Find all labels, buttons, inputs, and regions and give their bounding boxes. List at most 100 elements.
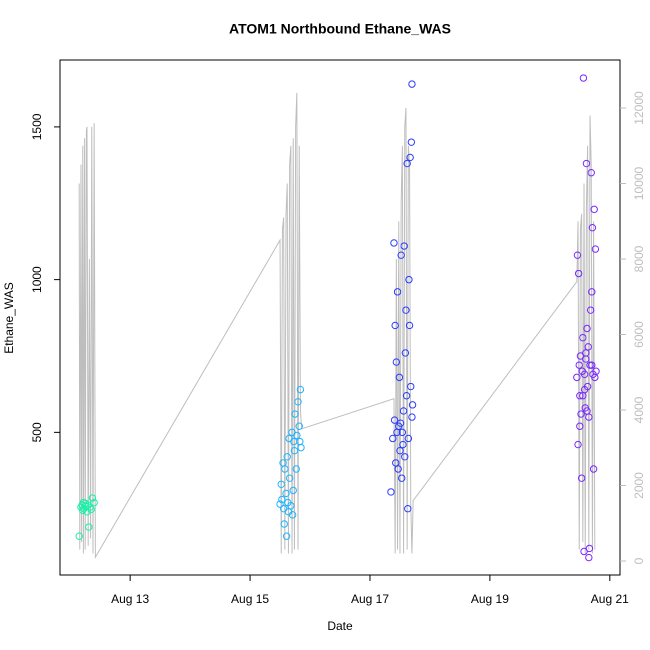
data-point	[579, 74, 588, 82]
data-point	[402, 306, 410, 314]
data-point	[573, 373, 581, 382]
data-point	[288, 511, 297, 519]
data-point	[282, 489, 290, 498]
altitude-line	[78, 92, 596, 560]
data-point	[390, 416, 399, 424]
x-tick-label: Aug 19	[471, 592, 509, 606]
data-point	[405, 321, 414, 330]
data-point	[294, 398, 302, 406]
data-point	[291, 410, 299, 418]
data-point	[290, 446, 299, 455]
data-point	[289, 486, 297, 495]
y2-tick-label: 10000	[632, 167, 646, 201]
data-point	[583, 324, 591, 333]
data-point	[396, 446, 404, 455]
data-point	[588, 223, 597, 232]
data-point	[590, 205, 598, 214]
data-point	[402, 391, 411, 400]
data-point	[573, 251, 582, 259]
data-point	[389, 434, 397, 443]
data-point	[583, 407, 591, 415]
data-point	[390, 239, 398, 247]
y-tick-label: 500	[30, 422, 44, 442]
data-point	[577, 410, 585, 418]
data-point	[585, 553, 593, 562]
data-point	[285, 474, 294, 482]
data-point	[577, 474, 586, 482]
data-point	[90, 498, 98, 507]
data-point	[396, 419, 405, 427]
data-point	[276, 500, 284, 508]
data-point	[588, 361, 596, 369]
data-point	[387, 488, 395, 496]
y2-tick-label: 12000	[632, 91, 646, 125]
data-point	[584, 343, 592, 351]
data-point	[399, 440, 407, 449]
data-point	[400, 242, 408, 250]
data-point	[87, 505, 95, 514]
data-point	[582, 349, 590, 357]
data-point	[283, 453, 291, 461]
x-tick-label: Aug 13	[111, 592, 149, 606]
data-point	[576, 422, 584, 430]
data-point	[408, 413, 416, 421]
data-point	[408, 80, 416, 88]
data-point	[398, 474, 406, 482]
y-tick-label: 1000	[30, 266, 44, 293]
y2-tick-label: 2000	[632, 472, 646, 499]
data-point	[397, 251, 405, 259]
data-point	[293, 431, 301, 440]
data-point	[587, 169, 595, 177]
chart-title: ATOM1 Northbound Ethane_WAS	[229, 21, 451, 37]
y2-tick-label: 0	[632, 557, 646, 564]
data-point	[408, 401, 417, 409]
data-point	[580, 385, 589, 394]
data-point	[592, 367, 600, 375]
data-point	[580, 547, 588, 556]
data-point	[296, 385, 305, 394]
data-point	[574, 440, 582, 449]
data-point	[404, 505, 412, 513]
data-point	[575, 361, 583, 369]
data-point	[392, 459, 400, 467]
data-point	[85, 523, 93, 531]
data-point	[277, 480, 285, 488]
data-point	[295, 422, 303, 430]
data-point	[287, 501, 295, 510]
data-point	[395, 373, 404, 382]
data-point	[591, 245, 600, 253]
data-point	[586, 306, 595, 314]
data-point	[399, 407, 408, 415]
data-point	[75, 532, 83, 540]
data-point	[576, 391, 584, 400]
data-point	[391, 321, 399, 330]
data-point	[405, 275, 413, 284]
data-point	[394, 465, 402, 473]
x-tick-label: Aug 17	[351, 592, 389, 606]
data-point	[576, 352, 585, 360]
data-point	[579, 333, 587, 342]
plot-frame	[59, 59, 621, 576]
data-point	[407, 382, 415, 391]
x-tick-label: Aug 15	[231, 592, 269, 606]
data-point	[280, 520, 288, 528]
data-point	[88, 494, 97, 502]
data-point	[281, 465, 289, 473]
data-point	[401, 349, 410, 357]
data-point	[589, 465, 598, 473]
y-axis-label: Ethane_WAS	[2, 282, 16, 354]
data-point	[292, 465, 300, 473]
data-point	[574, 269, 583, 278]
data-point	[588, 288, 596, 296]
data-point	[282, 532, 291, 540]
y-tick-label: 1500	[30, 113, 44, 140]
data-point	[278, 495, 286, 504]
data-point	[393, 288, 402, 296]
y2-tick-label: 6000	[632, 321, 646, 348]
data-point	[404, 434, 413, 443]
data-point	[398, 428, 407, 437]
data-point	[582, 159, 591, 168]
x-axis-label: Date	[327, 619, 353, 633]
data-point	[401, 453, 409, 461]
